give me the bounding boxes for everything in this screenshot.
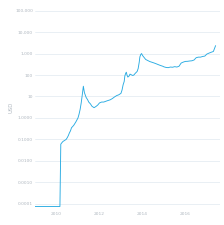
Y-axis label: USD: USD [9, 101, 14, 113]
